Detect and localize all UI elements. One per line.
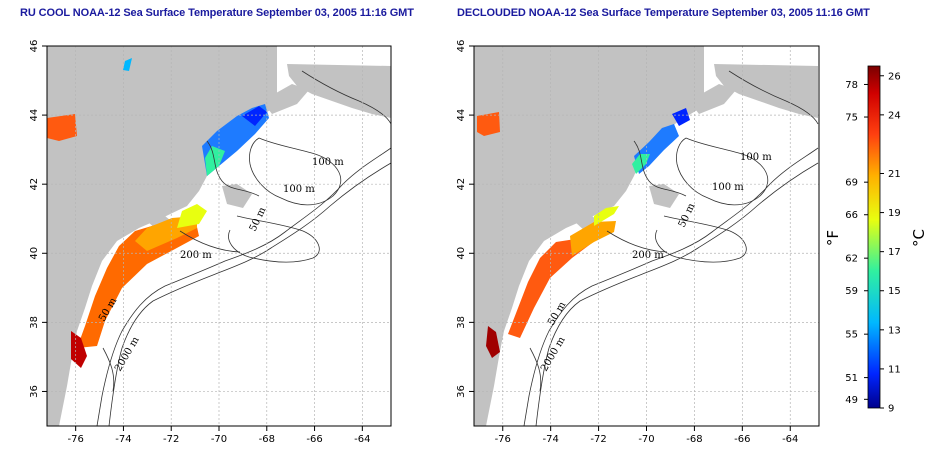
celsius-tick-label: 24 [888, 110, 901, 121]
right-map-lon-label: -64 [782, 434, 798, 445]
left-map-sst-field [47, 58, 269, 368]
celsius-tick-label: 17 [888, 247, 901, 258]
left-map-title: RU COOL NOAA-12 Sea Surface Temperature … [20, 7, 414, 19]
fahrenheit-tick-label: 51 [845, 373, 858, 384]
left-map-lat-label: 46 [29, 40, 40, 53]
right-map-lon-label: -74 [542, 434, 558, 445]
left-map-lat-label: 40 [29, 247, 40, 260]
left-depth-label-1: 100 m [312, 157, 344, 168]
left-map-lat-label: 42 [29, 178, 40, 191]
right-map-lat-label: 42 [456, 178, 467, 191]
left-map-lon-label: -74 [115, 434, 131, 445]
celsius-tick-label: 26 [888, 71, 901, 82]
right-map-title: DECLOUDED NOAA-12 Sea Surface Temperatur… [457, 7, 870, 19]
left-map-lon-label: -76 [67, 434, 83, 445]
fahrenheit-tick-label: 75 [845, 113, 858, 124]
left-map-lon-label: -72 [163, 434, 179, 445]
right-map-lat-label: 40 [456, 247, 467, 260]
left-depth-label-2: 100 m [283, 184, 315, 195]
colorbar: 26 24 21 19 17 15 13 11 9 78 75 69 66 62 59 55 51 49 °F °… [824, 65, 928, 415]
right-map: 100 m 100 m 50 m 200 m 50 m 2000 m -76 -7… [456, 40, 820, 445]
fahrenheit-tick-label: 55 [845, 330, 858, 341]
celsius-tick-label: 15 [888, 286, 901, 297]
fahrenheit-tick-label: 69 [845, 178, 858, 189]
left-map-lon-label: -66 [306, 434, 322, 445]
fahrenheit-tick-label: 78 [845, 80, 858, 91]
celsius-tick-label: 11 [888, 364, 901, 375]
fahrenheit-tick-label: 49 [845, 395, 858, 406]
right-map-lat-label: 44 [456, 109, 467, 122]
right-map-lat-label: 36 [456, 385, 467, 398]
right-map-ticks: -76 -74 -72 -70 -68 -66 -64 36 38 40 42 44 46 [456, 40, 798, 445]
left-map-lon-label: -70 [211, 434, 227, 445]
fahrenheit-tick-label: 62 [845, 254, 858, 265]
right-map-lon-label: -76 [495, 434, 511, 445]
right-depth-label-1: 100 m [740, 152, 772, 163]
right-map-lat-label: 46 [456, 40, 467, 53]
left-depth-label-4: 200 m [180, 250, 212, 261]
right-map-lat-label: 38 [456, 316, 467, 329]
right-map-sst-field [477, 108, 690, 358]
left-map-lat-label: 44 [29, 109, 40, 122]
left-map-lat-label: 38 [29, 316, 40, 329]
celsius-tick-label: 21 [888, 169, 901, 180]
left-map-lat-label: 36 [29, 385, 40, 398]
fahrenheit-unit-label: °F [824, 230, 842, 246]
left-map-graticule [47, 46, 391, 426]
celsius-tick-label: 19 [888, 208, 901, 219]
right-map-graticule [474, 46, 819, 426]
celsius-tick-label: 13 [888, 325, 901, 336]
right-map-lon-label: -70 [638, 434, 654, 445]
fahrenheit-tick-label: 59 [845, 286, 858, 297]
right-map-lon-label: -68 [686, 434, 702, 445]
colorbar-gradient [867, 65, 881, 409]
right-map-lon-label: -66 [734, 434, 750, 445]
fahrenheit-tick-label: 66 [845, 210, 858, 221]
celsius-unit-label: °C [910, 229, 928, 247]
right-map-lon-label: -72 [590, 434, 606, 445]
left-map: 100 m 100 m 50 m 200 m 50 m 2000 m -76 -7… [29, 40, 392, 445]
right-depth-label-2: 100 m [712, 182, 744, 193]
celsius-tick-label: 9 [888, 404, 894, 415]
left-map-ticks: -76 -74 -72 -70 -68 -66 -64 36 38 40 42 44 46 [29, 40, 371, 445]
left-map-lon-label: -64 [354, 434, 370, 445]
left-map-lon-label: -68 [259, 434, 275, 445]
right-depth-label-4: 200 m [632, 250, 664, 261]
